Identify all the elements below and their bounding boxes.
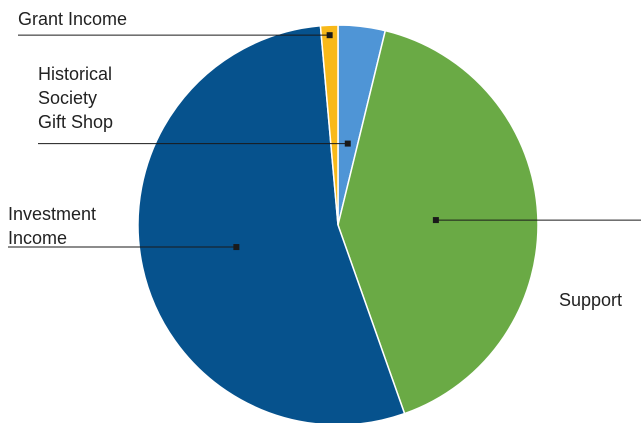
pie-slice-grant-income (319, 24, 339, 226)
leader-marker-grant-income (326, 32, 333, 39)
slice-label-grant-income: Grant Income (18, 9, 127, 29)
leader-marker-historical-society-gift-shop (344, 140, 351, 147)
leader-marker-investment-income (233, 244, 240, 251)
slice-labels: Historical Society Gift Shop Support Investm… (8, 9, 622, 310)
slice-label-historical-society-gift-shop: Historical Society Gift Shop (38, 64, 113, 132)
slice-label-support: Support (559, 290, 622, 310)
leader-lines (8, 32, 641, 251)
slice-label-investment-income: Investment Income (8, 204, 96, 248)
leader-marker-support (432, 217, 439, 224)
pie-slices (137, 24, 539, 423)
